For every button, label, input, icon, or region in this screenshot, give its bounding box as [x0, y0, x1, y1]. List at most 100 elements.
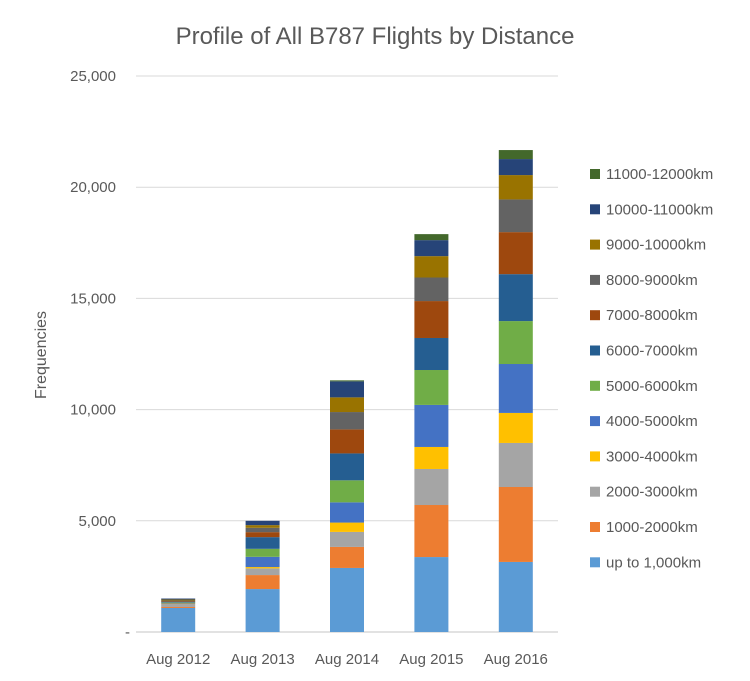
- bar-segment: [414, 337, 449, 371]
- bar-segment: [161, 607, 196, 632]
- legend-swatch: [590, 274, 600, 285]
- bar-segment: [161, 602, 196, 603]
- legend-item: 4000-5000km: [590, 413, 698, 430]
- bar-segment: [245, 589, 280, 632]
- legend-item: 2000-3000km: [590, 484, 698, 501]
- bar-segment: [498, 175, 533, 200]
- bar-segment: [245, 537, 280, 549]
- bar-segment: [414, 468, 449, 506]
- legend-label: up to 1,000km: [606, 554, 701, 571]
- bar-stack: [330, 380, 364, 632]
- bar-segment: [330, 546, 364, 568]
- bar-segment: [330, 412, 364, 430]
- bar-segment: [330, 567, 364, 632]
- bar-segment: [161, 599, 196, 601]
- bar-segment: [414, 256, 449, 278]
- x-tick-label: Aug 2016: [484, 651, 548, 668]
- bar-segment: [330, 531, 364, 547]
- bar-segment: [498, 274, 533, 322]
- bar-segment: [161, 603, 196, 605]
- bar-stack: [161, 598, 196, 632]
- bar-segment: [498, 159, 533, 176]
- bar-segment: [330, 480, 364, 503]
- bar-segment: [414, 240, 449, 257]
- bar-segment: [414, 301, 449, 338]
- legend-item: 1000-2000km: [590, 519, 698, 536]
- legend-swatch: [590, 310, 600, 321]
- bar-segment: [161, 600, 196, 602]
- y-tick-label: -: [125, 624, 130, 641]
- bar-segment: [245, 548, 280, 557]
- bar-segment: [245, 556, 280, 568]
- chart-title: Profile of All B787 Flights by Distance: [176, 23, 575, 50]
- bar-segment: [330, 429, 364, 454]
- bar-segment: [414, 557, 449, 632]
- legend-swatch: [590, 451, 600, 462]
- legend-label: 9000-10000km: [606, 237, 706, 254]
- bar-segment: [414, 234, 449, 241]
- bar-stack: [245, 520, 280, 632]
- legend: 11000-12000km 10000-11000km 9000-10000km 80…: [590, 166, 713, 571]
- bar-segment: [498, 199, 533, 233]
- bar-segment: [498, 232, 533, 275]
- bar-segment: [330, 380, 364, 382]
- bar-segment: [330, 381, 364, 398]
- bar-segment: [161, 600, 196, 602]
- legend-item: 6000-7000km: [590, 343, 698, 360]
- bar-segment: [245, 532, 280, 538]
- bar-segment: [498, 486, 533, 562]
- bar-segment: [245, 567, 280, 569]
- legend-item: 7000-8000km: [590, 307, 698, 324]
- bar-segment: [330, 522, 364, 532]
- legend-label: 8000-9000km: [606, 272, 698, 289]
- bar-segment: [245, 525, 280, 528]
- bar-stack: [414, 234, 449, 632]
- legend-swatch: [590, 416, 600, 427]
- legend-swatch: [590, 345, 600, 356]
- bar-segment: [414, 277, 449, 302]
- legend-label: 4000-5000km: [606, 413, 698, 430]
- bar-segment: [245, 527, 280, 533]
- legend-item: 8000-9000km: [590, 272, 698, 289]
- legend-item: 5000-6000km: [590, 378, 698, 395]
- bar-segment: [330, 397, 364, 413]
- x-axis-ticks: Aug 2012 Aug 2013 Aug 2014 Aug 2015 Aug 2016: [146, 651, 548, 668]
- y-tick-label: 15,000: [70, 290, 116, 307]
- legend-item: 3000-4000km: [590, 448, 698, 465]
- bar-segment: [161, 601, 196, 603]
- bar-segment: [161, 602, 196, 604]
- bar-segment: [161, 606, 196, 608]
- bar-segment: [161, 603, 196, 607]
- legend-label: 1000-2000km: [606, 519, 698, 536]
- y-axis-ticks: - 5,000 10,000 15,000 20,000 25,000: [70, 68, 130, 641]
- bar-segment: [414, 370, 449, 405]
- x-tick-label: Aug 2015: [399, 651, 463, 668]
- bars: [161, 150, 533, 632]
- bar-segment: [498, 412, 533, 443]
- bar-segment: [330, 453, 364, 481]
- y-axis-label: Frequencies: [33, 311, 50, 399]
- bar-segment: [245, 520, 280, 526]
- legend-item: 9000-10000km: [590, 237, 706, 254]
- legend-swatch: [590, 557, 600, 568]
- bar-segment: [498, 321, 533, 365]
- legend-label: 3000-4000km: [606, 448, 698, 465]
- x-tick-label: Aug 2013: [230, 651, 294, 668]
- bar-segment: [498, 364, 533, 413]
- legend-label: 2000-3000km: [606, 484, 698, 501]
- legend-swatch: [590, 169, 600, 179]
- legend-label: 7000-8000km: [606, 307, 698, 324]
- bar-segment: [245, 568, 280, 576]
- legend-item: 10000-11000km: [590, 201, 713, 218]
- bar-segment: [498, 442, 533, 487]
- bar-segment: [498, 150, 533, 160]
- legend-swatch: [590, 486, 600, 497]
- bar-segment: [245, 575, 280, 590]
- x-tick-label: Aug 2012: [146, 651, 210, 668]
- bar-segment: [330, 502, 364, 523]
- y-tick-label: 25,000: [70, 68, 116, 85]
- bar-segment: [161, 598, 196, 600]
- bar-stack: [498, 150, 533, 632]
- legend-label: 10000-11000km: [606, 201, 713, 218]
